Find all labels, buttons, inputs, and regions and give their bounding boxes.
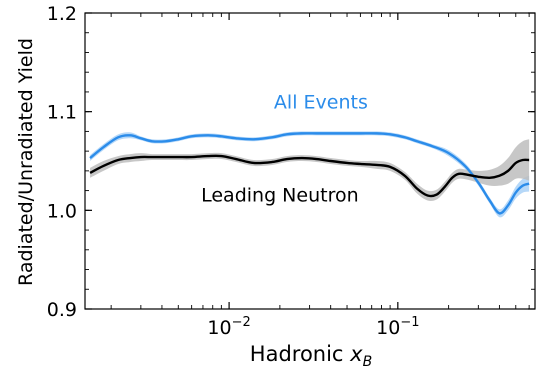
x-axis-label: Hadronic xB <box>250 342 372 370</box>
band-series-1 <box>90 139 530 201</box>
axes: 0.9 1.0 1.1 1.2 10−2 10−1 <box>47 3 536 339</box>
y-axis-label: Radiated/Unradiated Yield <box>15 38 37 286</box>
y-tick-label: 1.2 <box>47 3 77 25</box>
y-tick-label: 0.9 <box>47 299 77 321</box>
confidence-bands <box>90 131 530 218</box>
line-series-0 <box>89 132 530 215</box>
x-tick-label: 10−2 <box>207 315 250 339</box>
y-tick-label: 1.0 <box>47 200 77 222</box>
series-lines <box>89 132 530 215</box>
annotation-0: All Events <box>274 92 368 114</box>
annotation-1: Leading Neutron <box>201 184 359 206</box>
y-tick-label: 1.1 <box>47 102 77 124</box>
annotations: All Events Leading Neutron <box>201 92 368 207</box>
x-tick-label: 10−1 <box>376 315 419 339</box>
line-series-1 <box>89 154 530 198</box>
